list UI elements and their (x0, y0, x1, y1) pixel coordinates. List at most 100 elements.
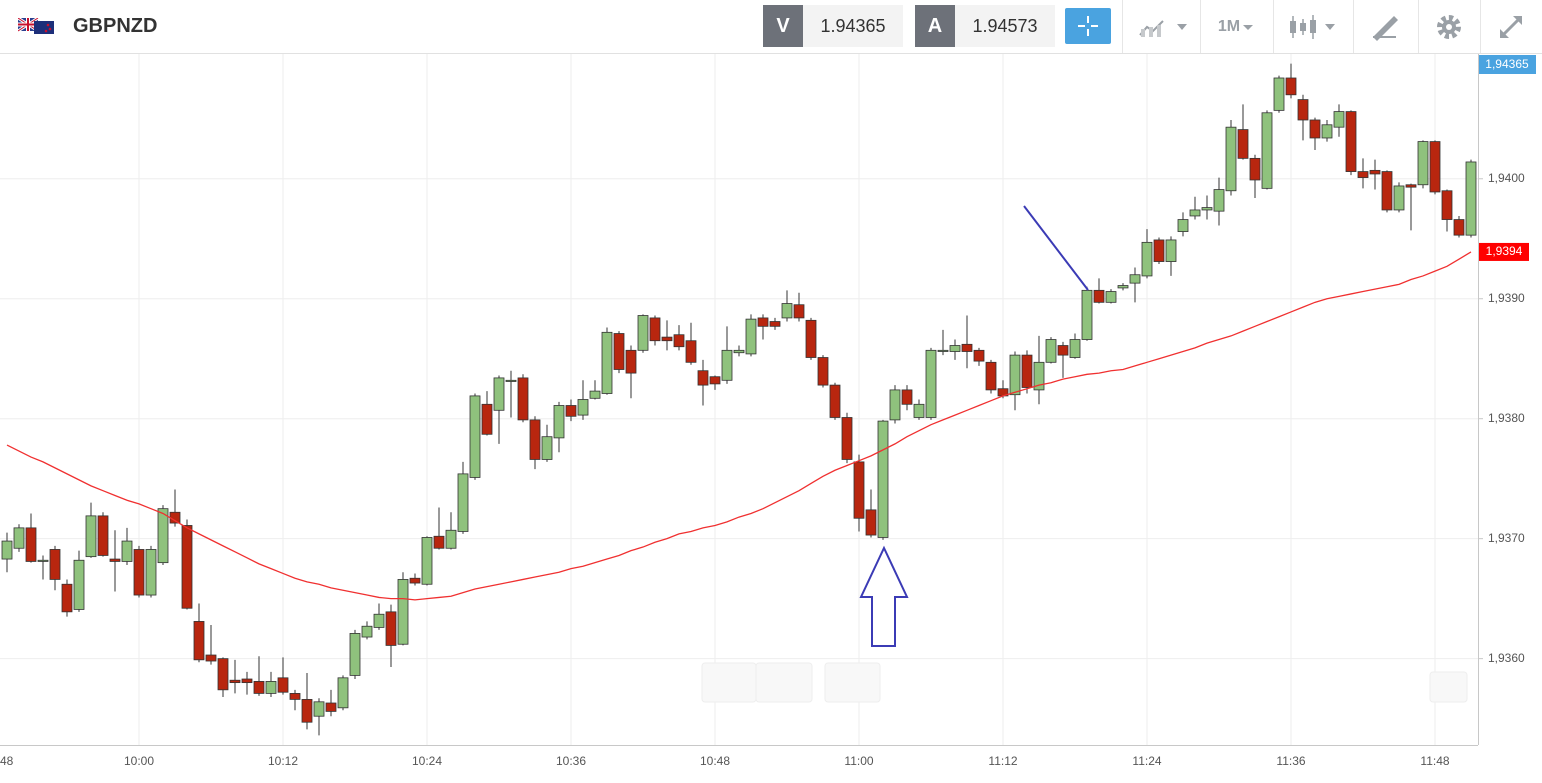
candle-body (961, 343, 973, 352)
chart-type-button[interactable] (1283, 0, 1343, 53)
gear-icon (1437, 14, 1461, 39)
candle-body (1009, 354, 1021, 396)
candle-body (889, 389, 901, 421)
y-tick-label: 1,9390 (1488, 291, 1525, 305)
x-tick-label: 11:36 (1276, 754, 1305, 768)
candle-body (373, 613, 385, 628)
dropdown-caret (1243, 24, 1254, 30)
candle-body (169, 511, 181, 524)
candle-body (1105, 291, 1117, 303)
candle-body (733, 349, 745, 354)
candle-body (973, 349, 985, 362)
x-tick-label: 11:12 (988, 754, 1017, 768)
candle-body (901, 389, 913, 405)
candle-body (757, 317, 769, 327)
candle-body (769, 321, 781, 327)
candle-body (145, 549, 157, 596)
candle-body (1213, 189, 1225, 212)
candle-body (913, 403, 925, 418)
drawing-tools-button[interactable] (1360, 0, 1410, 53)
candle-body (85, 515, 97, 558)
crosshair-button[interactable] (1065, 8, 1111, 44)
price-labels: 1,9360 1,9370 1,9380 1,9390 1,9400 48 10:00 10:… (0, 55, 1536, 768)
ma-price-tag (1479, 242, 1529, 261)
candle-body (1441, 190, 1453, 220)
y-tick-label: 1,9380 (1488, 411, 1525, 425)
indicator-button[interactable] (1135, 0, 1195, 53)
candle-body (1321, 124, 1333, 139)
candle-body (25, 527, 37, 562)
candle-body (685, 340, 697, 363)
reset-button[interactable] (824, 662, 881, 703)
candle-body (229, 679, 241, 684)
candle-body (361, 625, 373, 638)
scroll-end-button[interactable] (1429, 671, 1468, 703)
candle-body (1045, 339, 1057, 363)
bid-price[interactable]: 1.94365 (803, 5, 903, 47)
candle-body (949, 345, 961, 352)
candle-body (289, 693, 301, 700)
candle-body (493, 377, 505, 411)
ma-price-label: 1,9394 (1486, 244, 1523, 258)
timeframe-button[interactable]: 1M (1212, 0, 1262, 53)
candle-body (565, 405, 577, 417)
zoom-out-button[interactable] (701, 662, 757, 703)
candle-body (589, 390, 601, 399)
candle-body (853, 461, 865, 519)
candle-body (1381, 171, 1393, 211)
candle-body (193, 621, 205, 661)
candle-body (865, 509, 877, 536)
candle-body (217, 658, 229, 691)
candle-body (1249, 157, 1261, 181)
candle-body (265, 681, 277, 694)
candle-body (625, 349, 637, 374)
candle-body (1261, 112, 1273, 189)
candle-body (1189, 209, 1201, 217)
bid-button[interactable]: V (763, 5, 803, 47)
candle-body (1297, 99, 1309, 121)
settings-button[interactable] (1425, 0, 1473, 53)
last-price-label: 1,94365 (1485, 57, 1529, 71)
candle-body (49, 549, 61, 580)
candle-body (1117, 285, 1129, 289)
candle-body (1357, 171, 1369, 178)
expand-icon (1500, 15, 1522, 38)
candle-body (661, 336, 673, 342)
candle-body (1165, 239, 1177, 262)
candle-body (1393, 185, 1405, 211)
ask-price[interactable]: 1.94573 (955, 5, 1055, 47)
candle-body (1057, 345, 1069, 356)
candle-body (1345, 111, 1357, 172)
candle-body (109, 558, 121, 562)
candle-body (541, 436, 553, 460)
candle-body (1237, 129, 1249, 159)
ask-button[interactable]: A (915, 5, 955, 47)
ruler-icon (1373, 15, 1398, 41)
candle-body (133, 549, 145, 596)
candle-body (97, 515, 109, 556)
candle-body (73, 559, 85, 610)
candle-body (1453, 219, 1465, 236)
candle-body (529, 419, 541, 460)
pair-flag-icon (18, 18, 54, 34)
candle-body (553, 405, 565, 439)
candle-body (13, 527, 25, 549)
moving-average-line (6, 251, 1472, 601)
candle-body (805, 319, 817, 358)
candle-body (1273, 77, 1285, 111)
last-price-tag (1479, 55, 1536, 74)
candle-body (1093, 289, 1105, 303)
x-tick-label: 10:36 (556, 754, 586, 768)
x-tick-label: 11:24 (1132, 754, 1161, 768)
symbol: GBPNZD (73, 15, 158, 37)
candle-body (601, 331, 613, 394)
candle-body (157, 508, 169, 564)
candle-body (37, 559, 49, 562)
zoom-in-button[interactable] (755, 662, 813, 703)
candle-body (793, 304, 805, 319)
candle-body (181, 525, 193, 609)
fullscreen-button[interactable] (1488, 0, 1534, 53)
candle-body (313, 701, 325, 717)
candle-body (421, 537, 433, 585)
candle-body (745, 318, 757, 355)
